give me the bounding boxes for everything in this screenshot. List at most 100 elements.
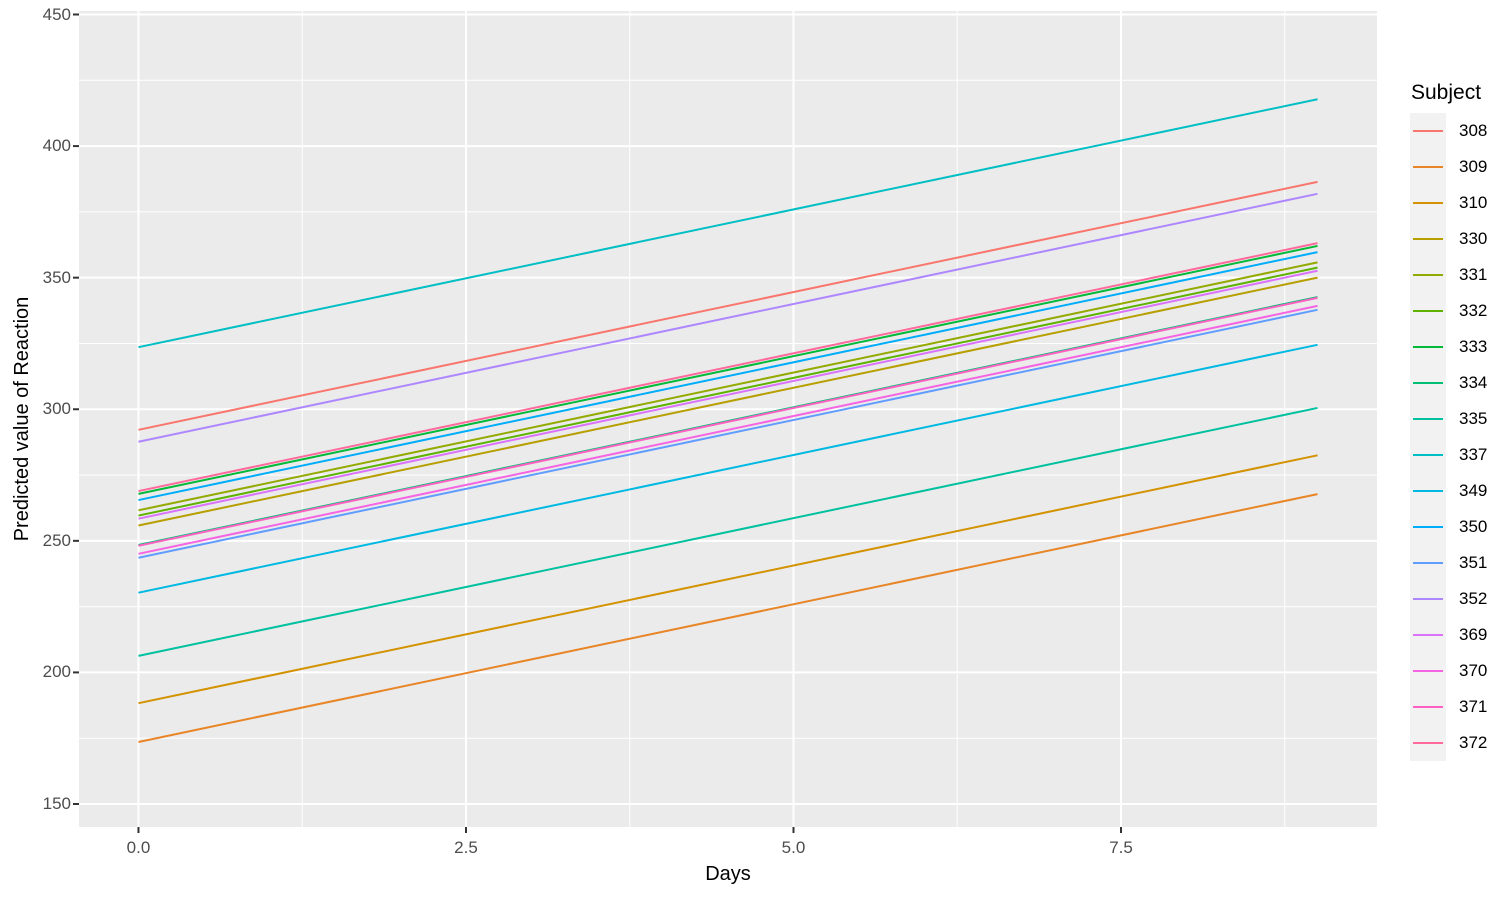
series-line-337 [138,98,1318,349]
legend-item-332: 332 [1410,293,1487,329]
legend-key-swatch [1410,113,1446,149]
series-line-308 [138,180,1318,431]
legend-key-swatch [1410,581,1446,617]
legend-item-335: 335 [1410,401,1487,437]
legend-item-308: 308 [1410,113,1487,149]
legend-key-swatch [1410,185,1446,221]
legend-label: 352 [1459,589,1488,608]
legend-key-line-icon [1413,274,1443,276]
series-line-351 [138,308,1318,559]
series-line-350 [138,251,1318,502]
x-tick-label: 5.0 [781,838,806,857]
legend-key-line-icon [1413,562,1443,564]
legend-item-369: 369 [1410,617,1487,653]
series-line-352 [138,192,1318,443]
legend-item-370: 370 [1410,653,1487,689]
legend-label: 308 [1459,121,1488,140]
legend-key-swatch [1410,437,1446,473]
legend-label: 331 [1459,265,1488,284]
x-tick-label: 2.5 [454,838,478,857]
legend-key-line-icon [1413,418,1443,420]
series-line-330 [138,276,1318,527]
legend-key-line-icon [1413,454,1443,456]
legend-key-line-icon [1413,202,1443,204]
legend-label: 351 [1459,553,1488,572]
y-tick-label: 350 [42,267,71,287]
legend-item-337: 337 [1410,437,1487,473]
legend-key-line-icon [1413,166,1443,168]
legend-key-line-icon [1413,598,1443,600]
legend-key-line-icon [1413,670,1443,672]
legend-key-swatch [1410,365,1446,401]
legend: Subject 308 309 310 330 331 332 333 334 335 337 34… [1410,81,1487,761]
legend-key-swatch [1410,725,1446,761]
series-line-372 [138,242,1318,493]
series-line-331 [138,261,1318,512]
y-tick-label: 300 [42,399,71,419]
legend-key-line-icon [1413,526,1443,528]
legend-item-310: 310 [1410,185,1487,221]
legend-label: 330 [1459,229,1488,248]
legend-label: 337 [1459,445,1488,464]
legend-key-line-icon [1413,346,1443,348]
legend-key-line-icon [1413,382,1443,384]
series-line-371 [138,296,1318,547]
legend-key-swatch [1410,293,1446,329]
legend-label: 372 [1459,733,1488,752]
plot-panel-background [79,11,1377,827]
legend-label: 371 [1459,697,1488,716]
legend-item-351: 351 [1410,545,1487,581]
legend-key-swatch [1410,617,1446,653]
legend-key-swatch [1410,545,1446,581]
legend-items: 308 309 310 330 331 332 333 334 335 337 349 350 351 3… [1410,113,1487,761]
series-line-333 [138,244,1318,495]
y-tick-label: 200 [42,662,71,682]
legend-key-swatch [1410,257,1446,293]
legend-key-swatch [1410,473,1446,509]
legend-key-swatch [1410,149,1446,185]
series-line-309 [138,493,1318,743]
legend-label: 310 [1459,193,1488,212]
legend-item-371: 371 [1410,689,1487,725]
series-line-349 [138,343,1318,594]
y-axis-title: Predicted value of Reaction [11,296,33,542]
legend-label: 349 [1459,481,1488,500]
legend-key-swatch [1410,221,1446,257]
legend-item-350: 350 [1410,509,1487,545]
legend-label: 332 [1459,301,1488,320]
legend-key-line-icon [1413,490,1443,492]
legend-item-352: 352 [1410,581,1487,617]
x-tick-label: 7.5 [1109,838,1133,857]
legend-key-line-icon [1413,706,1443,708]
legend-item-330: 330 [1410,221,1487,257]
legend-label: 334 [1459,373,1488,392]
legend-key-line-icon [1413,310,1443,312]
legend-label: 350 [1459,517,1488,536]
legend-item-333: 333 [1410,329,1487,365]
legend-item-372: 372 [1410,725,1487,761]
x-axis-title: Days [705,863,751,885]
legend-label: 370 [1459,661,1488,680]
legend-key-swatch [1410,509,1446,545]
legend-label: 309 [1459,157,1488,176]
series-line-370 [138,304,1318,555]
series-line-310 [138,454,1318,705]
legend-label: 335 [1459,409,1488,428]
legend-key-swatch [1410,329,1446,365]
legend-key-swatch [1410,653,1446,689]
y-tick-label: 250 [42,530,71,550]
legend-key-line-icon [1413,634,1443,636]
legend-item-334: 334 [1410,365,1487,401]
y-tick-label: 450 [42,4,71,24]
x-tick-label: 0.0 [126,838,151,857]
series-line-335 [138,406,1318,657]
legend-title: Subject [1411,81,1482,104]
legend-label: 369 [1459,625,1488,644]
legend-key-line-icon [1413,742,1443,744]
legend-key-swatch [1410,401,1446,437]
legend-key-swatch [1410,689,1446,725]
legend-key-line-icon [1413,130,1443,132]
series-line-369 [138,269,1318,520]
